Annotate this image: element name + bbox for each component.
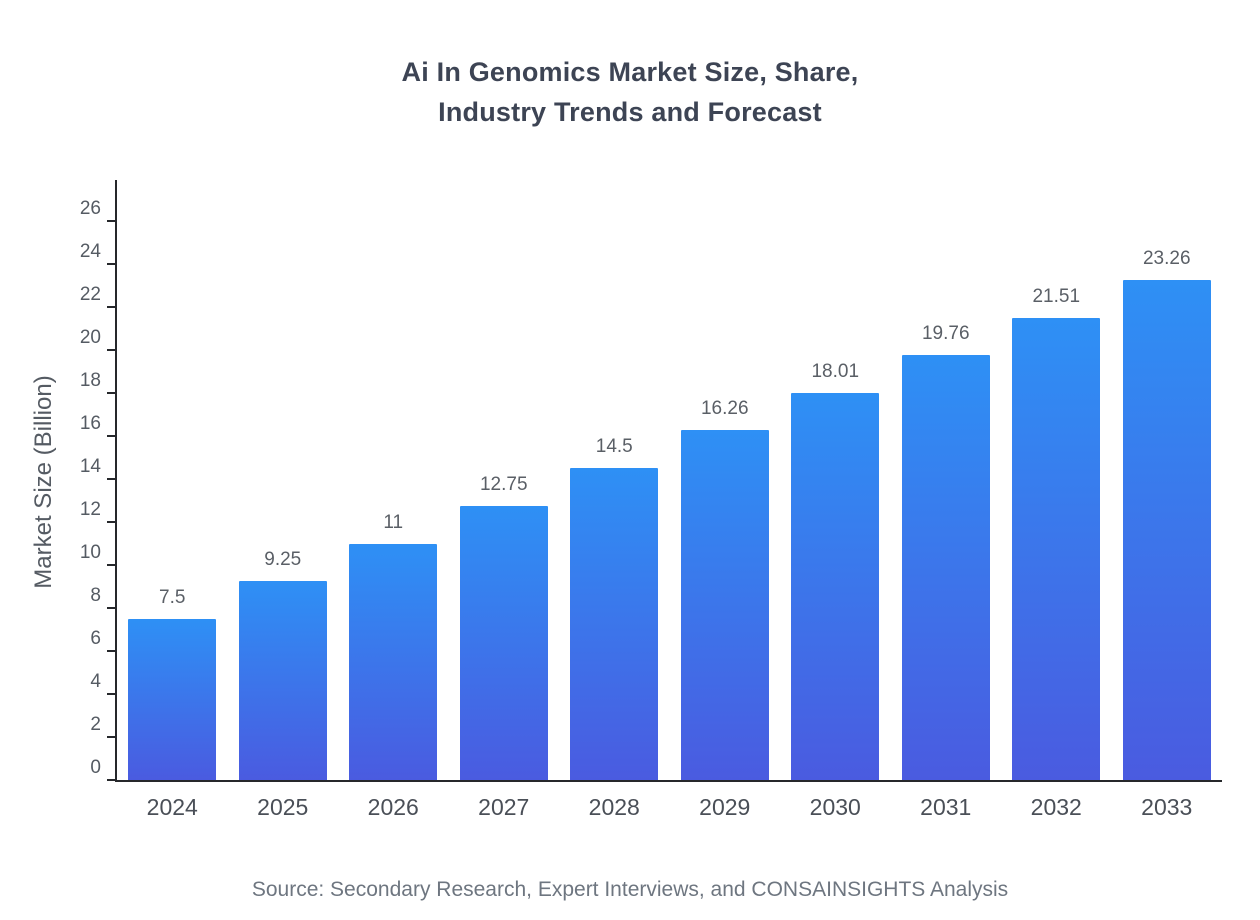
bar <box>459 505 548 780</box>
bar <box>570 468 659 780</box>
y-tick-label: 4 <box>90 671 101 692</box>
y-tick-mark <box>107 392 115 394</box>
bar-value-label: 19.76 <box>921 323 970 345</box>
y-tick-label: 6 <box>90 628 101 649</box>
x-tick-label: 2026 <box>367 794 419 820</box>
bar-value-label: 11 <box>383 511 404 533</box>
bar-value-label: 12.75 <box>479 473 528 495</box>
y-tick-mark <box>107 607 115 609</box>
y-tick-mark <box>107 564 115 566</box>
bar <box>1012 317 1101 780</box>
source-note: Source: Secondary Research, Expert Inter… <box>251 878 1009 901</box>
plot-area: 0 2 4 6 8 10 12 14 16 18 20 22 24 26 7.5 2024 9.25 2025 11… <box>80 180 1222 820</box>
bar <box>1122 279 1211 780</box>
y-tick-mark <box>107 349 115 351</box>
x-tick-label: 2033 <box>1141 794 1193 820</box>
bar <box>238 581 327 780</box>
y-tick-label: 20 <box>79 327 101 348</box>
y-tick-label: 16 <box>79 413 101 434</box>
y-tick-label: 26 <box>79 198 101 219</box>
x-tick-label: 2031 <box>920 794 972 820</box>
y-tick-mark <box>107 736 115 738</box>
bar-value-label: 7.5 <box>159 586 186 608</box>
x-tick-label: 2027 <box>478 794 530 820</box>
y-tick-label: 10 <box>79 542 101 563</box>
y-tick-label: 14 <box>79 456 101 477</box>
x-tick-label: 2025 <box>257 794 309 820</box>
y-tick-label: 24 <box>79 241 101 262</box>
y-tick-label: 0 <box>90 757 101 778</box>
y-tick-label: 18 <box>79 370 101 391</box>
x-tick-label: 2028 <box>588 794 640 820</box>
bar <box>901 355 990 780</box>
y-tick-label: 22 <box>79 284 101 305</box>
x-tick-label: 2030 <box>809 794 861 820</box>
bar-value-label: 14.5 <box>595 436 633 458</box>
y-tick-label: 12 <box>79 499 101 520</box>
x-tick-label: 2024 <box>146 794 198 820</box>
x-tick-label: 2032 <box>1030 794 1082 820</box>
y-tick-mark <box>107 306 115 308</box>
y-tick-mark <box>107 478 115 480</box>
y-tick-mark <box>107 650 115 652</box>
bar <box>680 430 769 780</box>
bar-value-label: 18.01 <box>811 360 860 382</box>
x-tick-label: 2029 <box>699 794 751 820</box>
bar-value-label: 23.26 <box>1142 247 1191 269</box>
y-tick-mark <box>107 435 115 437</box>
bar-value-label: 9.25 <box>264 549 302 571</box>
y-tick-label: 2 <box>90 714 101 735</box>
chart-title: Ai In Genomics Market Size, Share, Indus… <box>401 57 859 127</box>
y-tick-mark <box>107 693 115 695</box>
y-tick-label: 8 <box>90 585 101 606</box>
bar <box>349 543 438 780</box>
y-tick-mark <box>107 220 115 222</box>
bar-value-label: 21.51 <box>1032 285 1081 307</box>
y-tick-mark <box>107 521 115 523</box>
bar <box>791 392 880 780</box>
bar-value-label: 16.26 <box>700 398 749 420</box>
y-tick-mark <box>107 779 115 781</box>
bar <box>128 618 217 780</box>
y-tick-mark <box>107 263 115 265</box>
